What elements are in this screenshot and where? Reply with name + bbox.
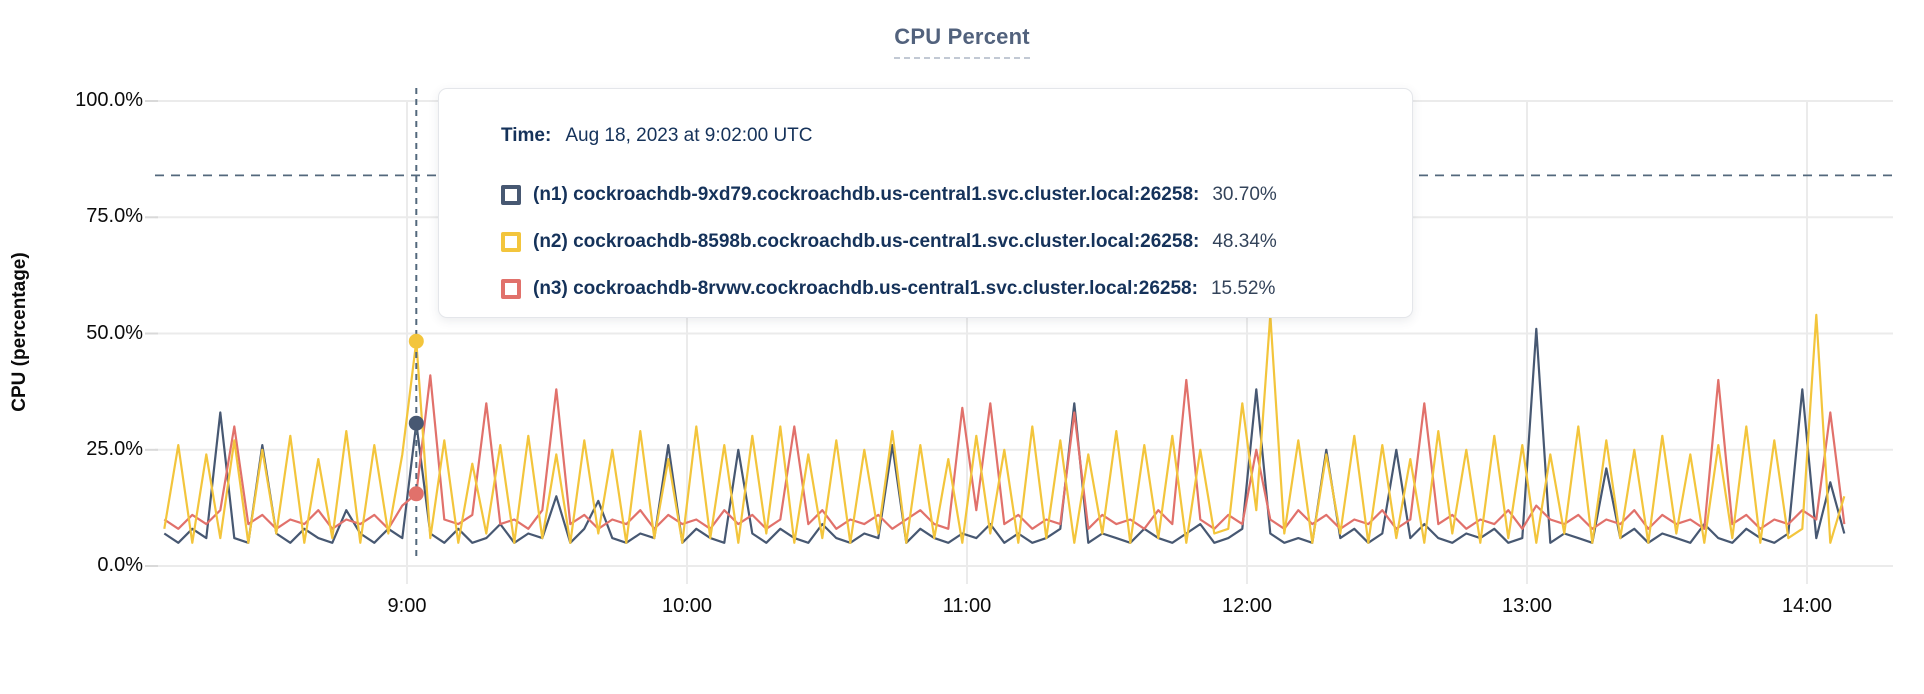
legend-row-n3: (n3) cockroachdb-8rvwv.cockroachdb.us-ce… — [501, 265, 1412, 312]
hover-dot-n1 — [408, 415, 424, 431]
y-tick-label: 25.0% — [86, 437, 143, 460]
n1-series-value: 30.70% — [1212, 183, 1277, 205]
y-tick-label: 100.0% — [75, 89, 143, 111]
series-line-n2 — [163, 313, 1846, 544]
n2-series-value: 48.34% — [1212, 230, 1277, 252]
n2-series-name: (n2) cockroachdb-8598b.cockroachdb.us-ce… — [533, 230, 1200, 252]
hover-dot-n3 — [408, 486, 424, 502]
n3-series-name: (n3) cockroachdb-8rvwv.cockroachdb.us-ce… — [533, 277, 1198, 299]
y-tick-label: 0.0% — [97, 554, 143, 576]
y-tick-label: 75.0% — [86, 205, 143, 228]
chart-title[interactable]: CPU Percent — [894, 24, 1030, 59]
y-tick-label: 50.0% — [86, 321, 143, 344]
tooltip-time-value: Aug 18, 2023 at 9:02:00 UTC — [565, 125, 813, 146]
hover-tooltip: Time: Aug 18, 2023 at 9:02:00 UTC (n1) c… — [438, 88, 1413, 318]
x-tick-label: 14:00 — [1781, 595, 1833, 617]
x-tick-label: 13:00 — [1501, 595, 1553, 617]
n2-series-swatch-icon — [501, 231, 521, 252]
n1-series-swatch-icon — [501, 184, 521, 205]
x-tick-label: 9:00 — [387, 595, 427, 617]
x-tick-label: 10:00 — [661, 595, 713, 617]
n3-series-value: 15.52% — [1210, 277, 1276, 299]
tooltip-time-label: Time: — [501, 125, 552, 146]
legend-row-n2: (n2) cockroachdb-8598b.cockroachdb.us-ce… — [501, 218, 1412, 265]
hover-dot-n2 — [408, 333, 424, 349]
legend-row-n1: (n1) cockroachdb-9xd79.cockroachdb.us-ce… — [501, 171, 1412, 218]
tooltip-time-row: Time: Aug 18, 2023 at 9:02:00 UTC — [501, 123, 1412, 149]
chart-title-row: CPU Percent — [0, 24, 1924, 59]
series-line-n3 — [163, 374, 1846, 530]
x-tick-label: 11:00 — [942, 595, 992, 617]
n3-series-swatch-icon — [501, 278, 521, 299]
n1-series-name: (n1) cockroachdb-9xd79.cockroachdb.us-ce… — [533, 183, 1200, 205]
x-tick-label: 12:00 — [1221, 595, 1273, 617]
